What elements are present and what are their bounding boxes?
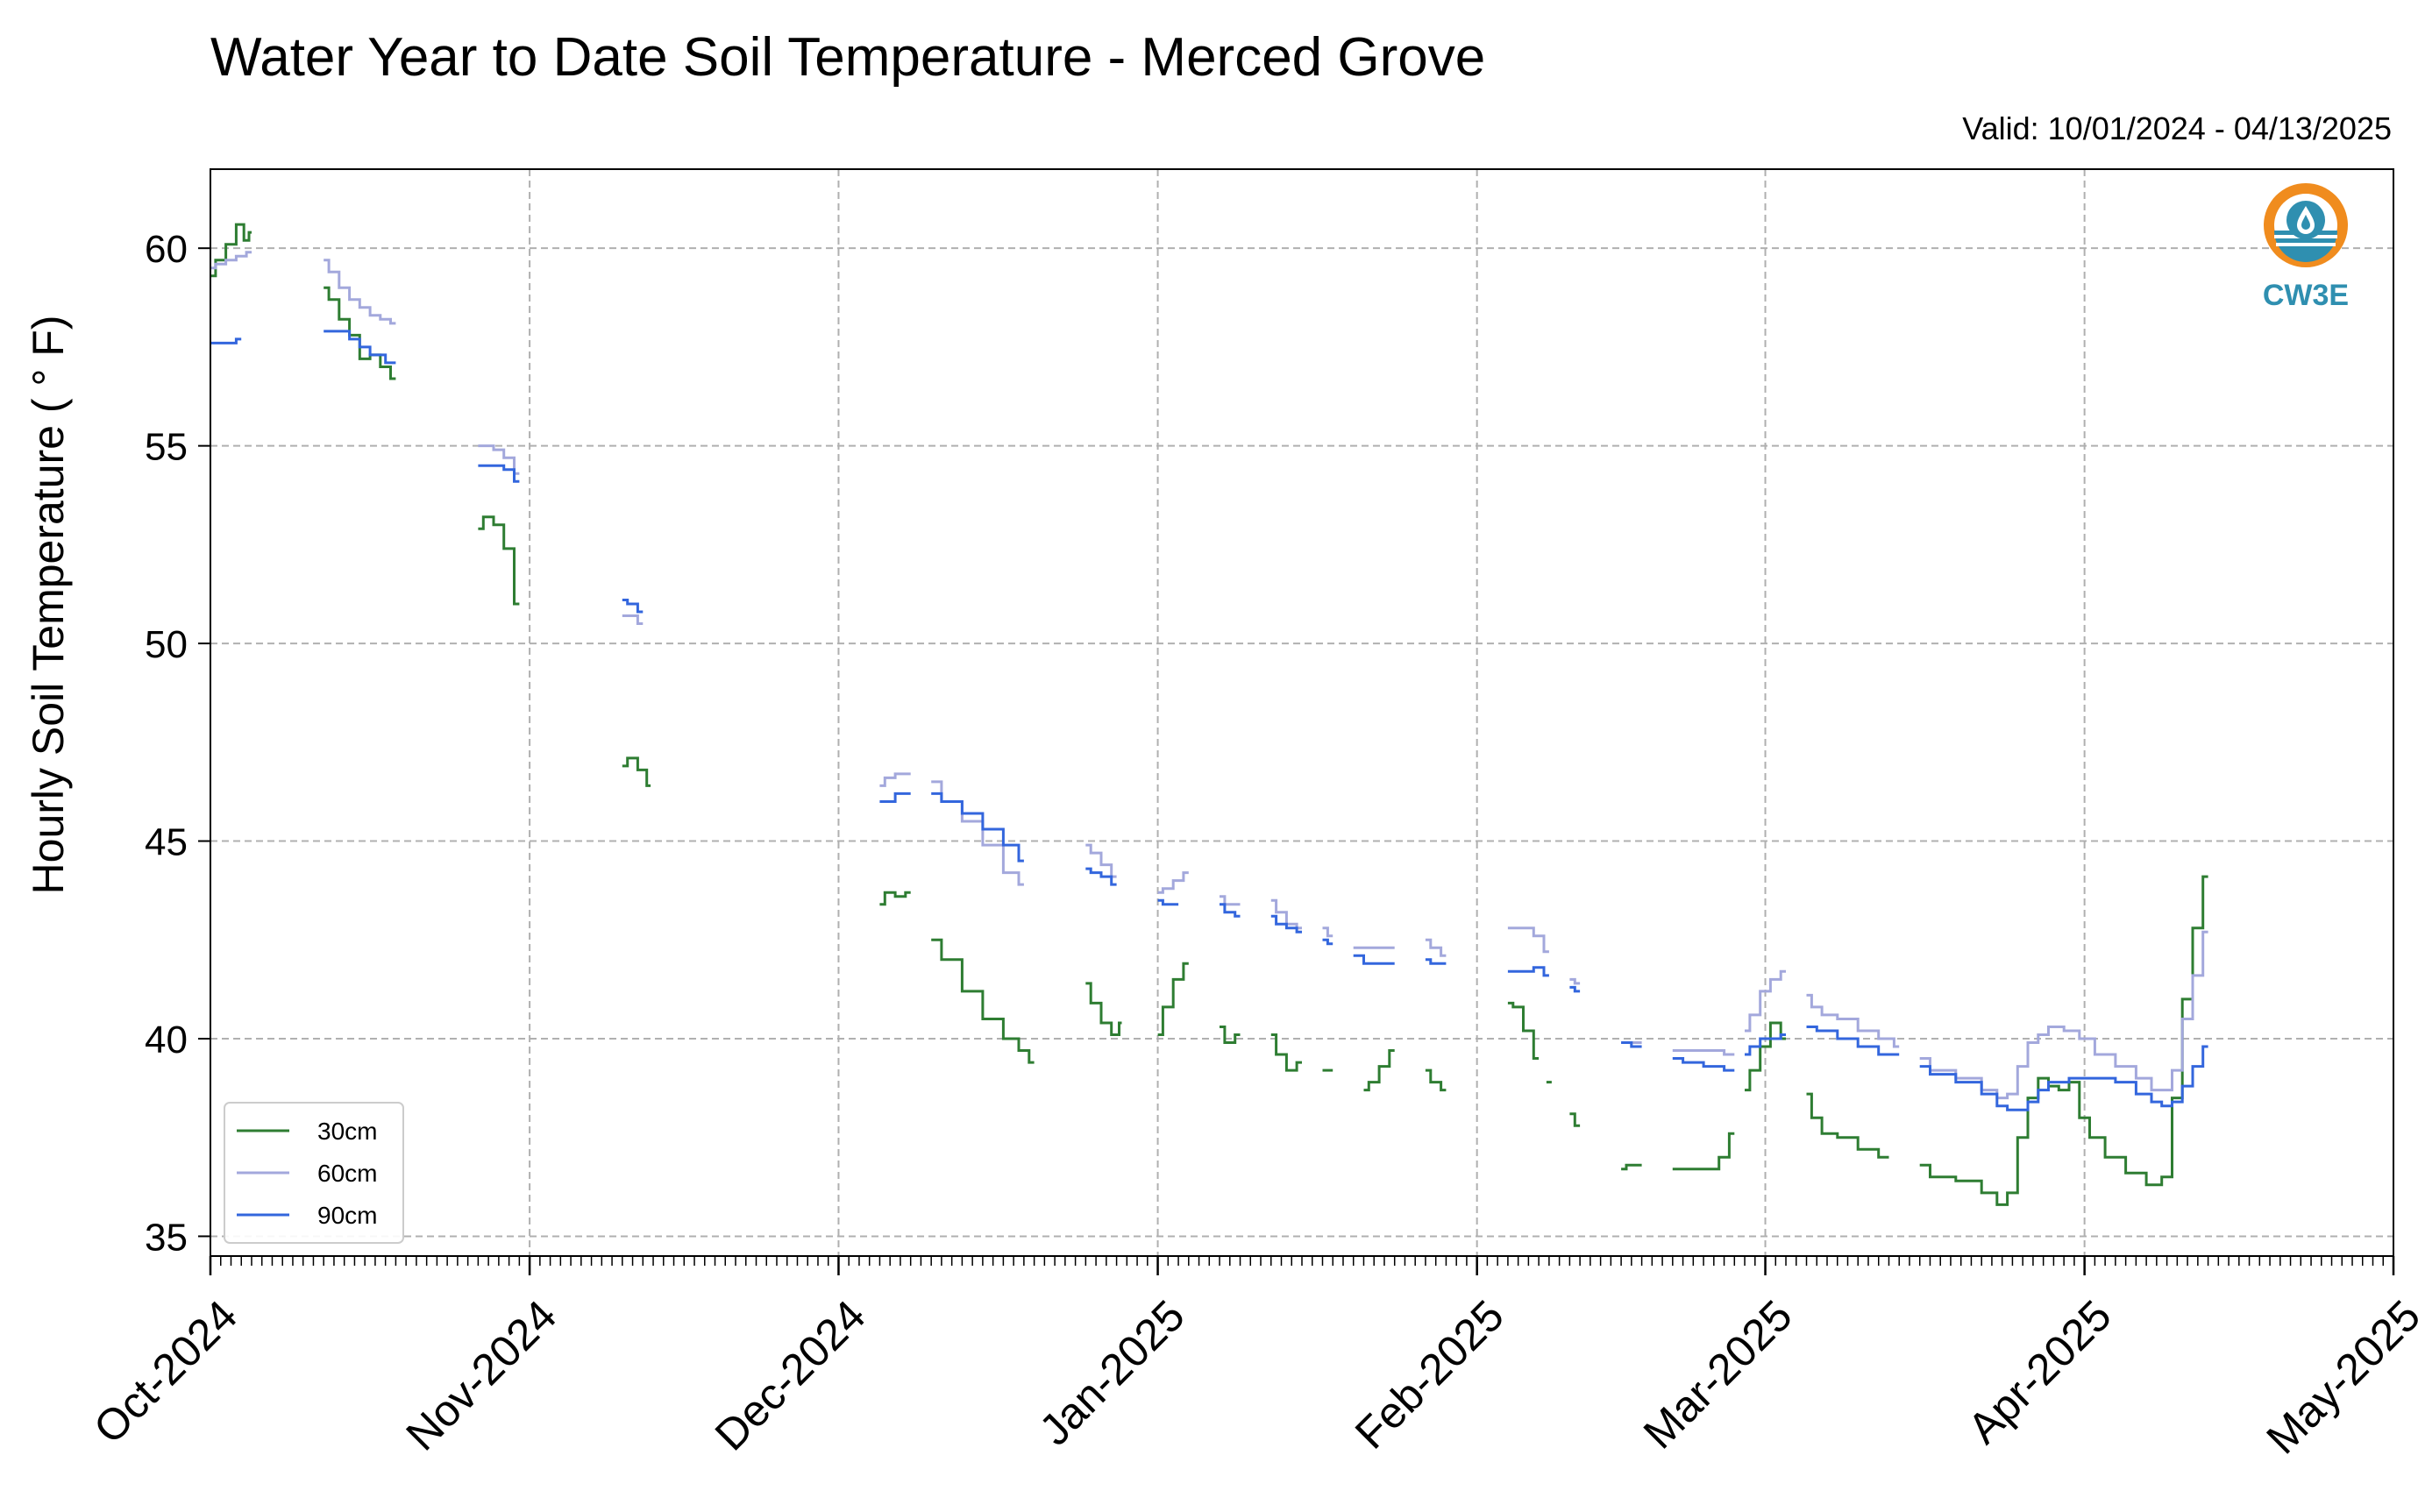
series-line-segment <box>1919 930 2208 1100</box>
legend-label: 30cm <box>317 1118 377 1145</box>
series-line-segment <box>478 464 520 483</box>
chart-title: Water Year to Date Soil Temperature - Me… <box>210 27 1486 88</box>
series-line-segment <box>1569 985 1581 993</box>
cw3e-logo-icon <box>2264 183 2348 267</box>
x-tick-label: Jan-2025 <box>1030 1291 1194 1455</box>
series-line-segment <box>931 791 1024 862</box>
series-line-segment <box>1672 1057 1735 1072</box>
series-line-segment <box>1569 977 1581 985</box>
grid-lines <box>210 169 2393 1256</box>
x-tick-label: Dec-2024 <box>706 1291 875 1460</box>
series-line-segment <box>1157 962 1189 1036</box>
series-line-segment <box>622 599 644 614</box>
series-line-segment <box>1270 898 1302 930</box>
series-line-segment <box>1085 982 1122 1036</box>
legend-label: 90cm <box>317 1202 377 1229</box>
series-line-segment <box>931 780 1024 886</box>
series-line-segment <box>1157 898 1179 906</box>
series-line-segment <box>1745 1021 1786 1092</box>
series-line-segment <box>879 791 911 803</box>
series-line-segment <box>1220 895 1241 906</box>
x-tick-label: May-2025 <box>2257 1291 2418 1464</box>
series-line-segment <box>1806 1092 1889 1159</box>
series-60cm <box>210 251 2208 1100</box>
legend-box <box>224 1102 404 1244</box>
logo-text: CW3E <box>2262 279 2350 312</box>
series-line-segment <box>622 756 651 787</box>
series-line-segment <box>1621 1041 1642 1048</box>
series-line-segment <box>1322 938 1333 946</box>
x-tick-label: Feb-2025 <box>1346 1291 1513 1459</box>
series-line-segment <box>1745 969 1786 1033</box>
series-line-segment <box>1507 1001 1540 1060</box>
y-tick-label: 55 <box>145 426 188 469</box>
series-line-segment <box>622 614 644 625</box>
x-tick-label: Mar-2025 <box>1634 1291 1802 1459</box>
series-line-segment <box>879 891 911 906</box>
series-line-segment <box>1919 875 2208 1206</box>
series-line-segment <box>1672 1049 1735 1056</box>
y-tick-label: 50 <box>145 623 188 666</box>
series-line-segment <box>1806 993 1900 1048</box>
series-line-segment <box>1353 954 1395 965</box>
series-line-segment <box>1085 867 1117 886</box>
axes: 35 40 45 50 55 60 Oct-2024 Nov-2024 Dec-2024 Jan-… <box>84 228 2418 1463</box>
legend-label: 60cm <box>317 1160 377 1187</box>
series-line-segment <box>324 330 396 365</box>
series-line-segment <box>1157 871 1189 894</box>
series-line-segment <box>1220 903 1241 918</box>
series-line-segment <box>1507 926 1549 954</box>
series-line-segment <box>1621 1163 1642 1171</box>
series-90cm <box>210 330 2208 1111</box>
series-line-segment <box>1507 966 1549 977</box>
series-line-segment <box>931 938 1035 1064</box>
plot-frame <box>210 168 2394 1257</box>
series-line-segment <box>1270 914 1302 933</box>
y-tick-label: 40 <box>145 1019 188 1061</box>
y-tick-label: 35 <box>145 1216 188 1259</box>
series-line-segment <box>1425 958 1447 965</box>
series-line-segment <box>210 251 252 270</box>
valid-date-range: Valid: 10/01/2024 - 04/13/2025 <box>1962 110 2392 146</box>
series-line-segment <box>879 772 911 787</box>
series-line-segment <box>1322 926 1333 938</box>
series-30cm <box>210 223 2208 1206</box>
series-line-segment <box>478 515 520 606</box>
series-line-segment <box>1220 1026 1241 1044</box>
series-line-segment <box>1569 1112 1581 1127</box>
series-line-segment <box>1085 843 1117 878</box>
series-line-segment <box>324 259 396 325</box>
series-line-segment <box>1672 1132 1735 1171</box>
series-line-segment <box>1919 1045 2208 1111</box>
series-line-segment <box>210 337 242 344</box>
series-line-segment <box>1745 1033 1786 1056</box>
series-line-segment <box>1363 1049 1395 1092</box>
series-line-segment <box>1425 1068 1447 1092</box>
series-line-segment <box>210 223 252 278</box>
series-lines <box>210 223 2208 1206</box>
x-tick-label: Oct-2024 <box>84 1291 246 1453</box>
series-line-segment <box>1425 938 1447 957</box>
series-line-segment <box>478 444 520 475</box>
series-line-segment <box>1270 1033 1302 1072</box>
x-tick-label: Nov-2024 <box>396 1291 565 1460</box>
legend[interactable]: 30cm 60cm 90cm <box>224 1102 404 1244</box>
y-tick-label: 45 <box>145 821 188 864</box>
y-axis-label: Hourly Soil Temperature ( ° F) <box>24 315 73 895</box>
y-tick-label: 60 <box>145 228 188 271</box>
x-tick-label: Apr-2025 <box>1959 1291 2121 1453</box>
cw3e-logo: CW3E <box>2244 180 2367 313</box>
series-line-segment <box>1806 1026 1900 1056</box>
